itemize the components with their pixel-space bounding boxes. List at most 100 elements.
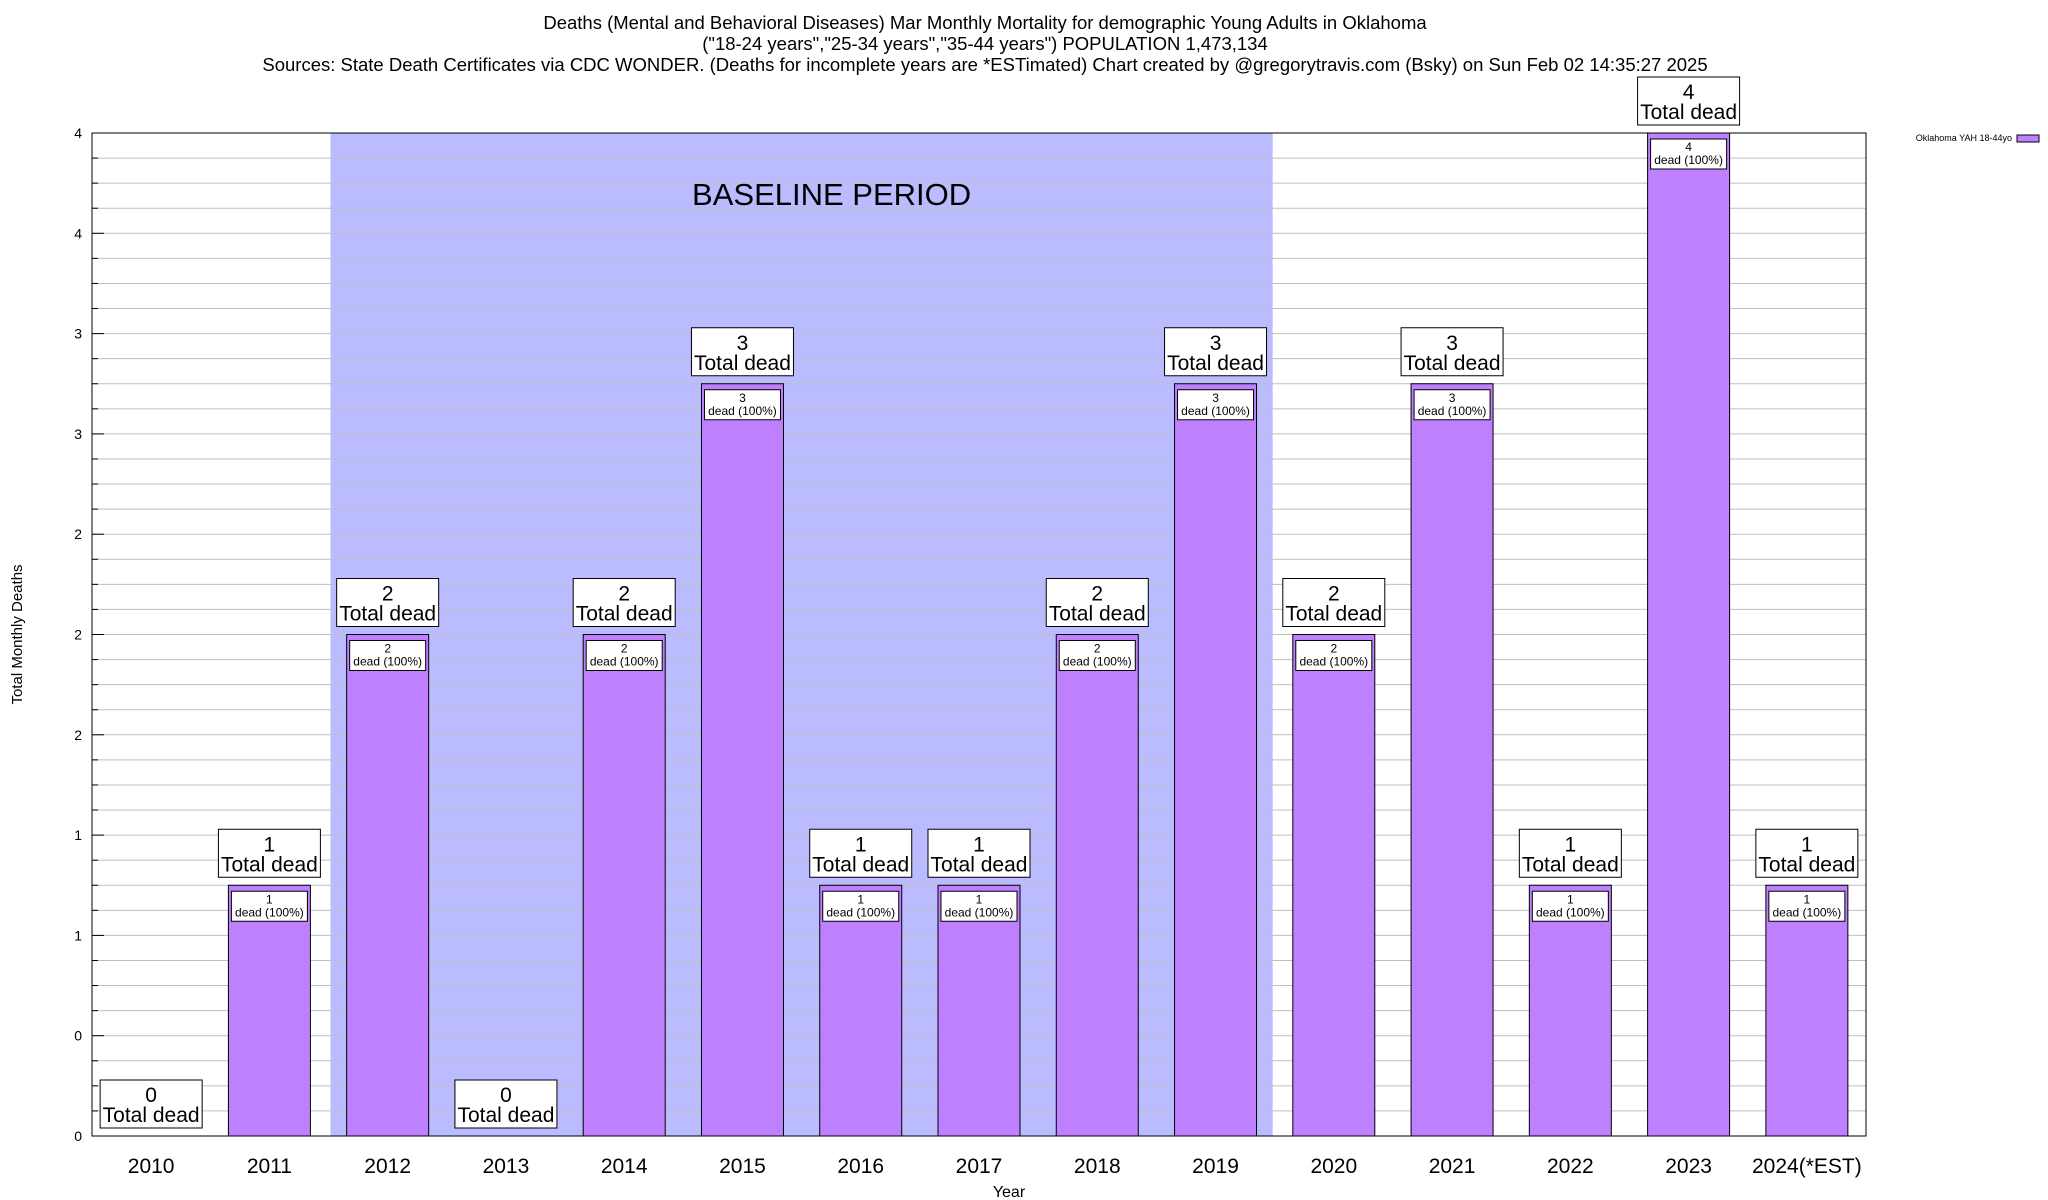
- x-tick-label: 2013: [483, 1155, 530, 1178]
- total-label-box: [99, 1079, 203, 1129]
- x-tick-label: 2019: [1192, 1155, 1239, 1178]
- total-label-box: [690, 327, 794, 377]
- x-tick-label: 2012: [364, 1155, 411, 1178]
- x-tick-label: 2023: [1665, 1155, 1712, 1178]
- total-label-box: [1400, 327, 1504, 377]
- total-value: 4: [1683, 81, 1695, 104]
- y-tick-label: 3: [74, 326, 82, 342]
- x-tick-label: 2021: [1429, 1155, 1476, 1178]
- bar: [700, 383, 784, 1137]
- total-value: 3: [737, 332, 749, 355]
- total-value: 1: [1801, 833, 1813, 856]
- bar-inner-label-box: [1295, 640, 1373, 671]
- bar-inner-label-box: [1058, 640, 1136, 671]
- chart-source-line: Sources: State Death Certificates via CD…: [262, 54, 1708, 75]
- bar: [346, 634, 430, 1137]
- total-value: 2: [1328, 583, 1340, 606]
- total-label-box: [454, 1079, 558, 1129]
- bar-inner-label-box: [1531, 890, 1609, 922]
- bar-inner-label: dead (100%): [1773, 905, 1842, 919]
- total-label-box: [1637, 76, 1741, 126]
- bar-inner-value: 1: [857, 892, 864, 906]
- plot-frame: [91, 132, 1867, 1137]
- y-tick-label: 4: [74, 125, 82, 141]
- y-tick-label: 0: [74, 1128, 82, 1144]
- total-value: 1: [1564, 833, 1576, 856]
- legend-swatch: [2016, 134, 2040, 143]
- y-tick-label: 1: [74, 927, 82, 943]
- bar-inner-label-box: [349, 640, 427, 671]
- total-label: Total dead: [1640, 101, 1737, 124]
- bar: [227, 884, 311, 1137]
- bar-inner-label-box: [703, 389, 781, 421]
- baseline-label: BASELINE PERIOD: [692, 177, 971, 212]
- bar-inner-value: 3: [739, 391, 746, 405]
- total-label: Total dead: [812, 853, 909, 876]
- total-label-box: [336, 578, 440, 627]
- bar: [1528, 884, 1612, 1137]
- total-label: Total dead: [931, 853, 1028, 876]
- y-axis-label: Total Monthly Deaths: [9, 564, 26, 704]
- total-label: Total dead: [103, 1104, 200, 1127]
- bar-inner-value: 4: [1685, 140, 1692, 154]
- bar: [1055, 634, 1139, 1137]
- total-label-box: [1282, 578, 1386, 627]
- y-tick-label: 2: [74, 627, 82, 643]
- x-tick-label: 2010: [128, 1155, 175, 1178]
- x-tick-label: 2011: [247, 1155, 292, 1178]
- bar-inner-label: dead (100%): [1418, 404, 1487, 418]
- total-value: 3: [1210, 332, 1222, 355]
- total-value: 1: [973, 833, 985, 856]
- bar: [937, 884, 1021, 1137]
- total-label: Total dead: [221, 853, 318, 876]
- total-label-box: [927, 828, 1031, 878]
- bar-inner-label: dead (100%): [945, 905, 1014, 919]
- x-tick-label: 2016: [837, 1155, 884, 1178]
- total-label-box: [1045, 578, 1149, 627]
- total-label-box: [572, 578, 676, 627]
- bar-inner-label-box: [940, 890, 1018, 922]
- total-label: Total dead: [576, 603, 673, 626]
- y-tick-label: 4: [74, 225, 82, 241]
- total-label: Total dead: [1167, 352, 1264, 375]
- bar: [819, 884, 903, 1137]
- bar-inner-label: dead (100%): [1654, 153, 1723, 167]
- bar-inner-label-box: [585, 640, 663, 671]
- y-tick-label: 2: [74, 526, 82, 542]
- y-tick-label: 0: [74, 1028, 82, 1044]
- chart-subtitle: ("18-24 years","25-34 years","35-44 year…: [702, 33, 1268, 54]
- total-label-box: [1755, 828, 1859, 878]
- total-value: 1: [855, 833, 867, 856]
- total-label-box: [1518, 828, 1622, 878]
- bar-inner-label: dead (100%): [590, 655, 659, 669]
- bar-inner-value: 1: [1804, 892, 1811, 906]
- x-tick-label: 2015: [719, 1155, 766, 1178]
- x-tick-label: 2017: [956, 1155, 1003, 1178]
- total-value: 0: [500, 1084, 512, 1107]
- total-label: Total dead: [1049, 603, 1146, 626]
- bar-inner-value: 2: [384, 642, 391, 656]
- total-value: 2: [618, 583, 630, 606]
- bar-inner-label: dead (100%): [353, 655, 422, 669]
- bar-inner-label: dead (100%): [1063, 655, 1132, 669]
- bar-inner-label: dead (100%): [1299, 655, 1368, 669]
- total-label: Total dead: [694, 352, 791, 375]
- total-label: Total dead: [1522, 853, 1619, 876]
- bar-inner-value: 2: [621, 642, 628, 656]
- x-tick-label: 2024(*EST): [1752, 1155, 1862, 1178]
- total-label-box: [217, 828, 321, 878]
- x-axis-label: Year: [993, 1184, 1026, 1200]
- total-label: Total dead: [1404, 352, 1501, 375]
- bar-inner-value: 1: [266, 892, 273, 906]
- bar-inner-value: 2: [1330, 642, 1337, 656]
- bar-inner-label: dead (100%): [708, 404, 777, 418]
- y-tick-label: 1: [74, 827, 82, 843]
- bar-inner-label-box: [822, 890, 900, 922]
- bar-inner-label: dead (100%): [1181, 404, 1250, 418]
- bar-inner-label: dead (100%): [1536, 905, 1605, 919]
- bar-inner-label-box: [230, 890, 308, 922]
- total-value: 0: [145, 1084, 157, 1107]
- bar-inner-label-box: [1768, 890, 1846, 922]
- bar: [1174, 383, 1258, 1137]
